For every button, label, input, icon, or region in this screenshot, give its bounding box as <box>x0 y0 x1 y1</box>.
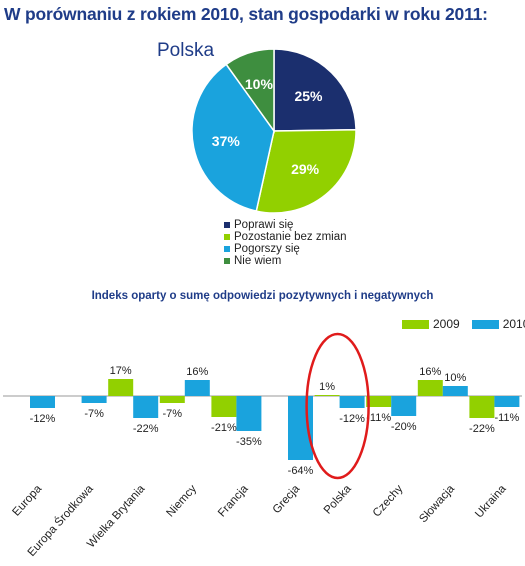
category-label: Słowacja <box>417 483 457 526</box>
bar-data-label: 17% <box>110 365 132 377</box>
legend-swatch <box>224 258 230 264</box>
bar-legend-label: 2009 <box>433 317 460 331</box>
bar-2009 <box>417 380 443 396</box>
pie-legend-item: Poprawi się <box>224 219 347 231</box>
highlight-ellipse <box>305 332 370 480</box>
category-label: Francja <box>216 483 251 520</box>
legend-swatch-2010 <box>471 319 499 329</box>
category-label: Grecja <box>271 483 303 517</box>
bar-data-label: 16% <box>419 366 441 378</box>
bar-data-label: -7% <box>84 408 104 420</box>
bar-2010 <box>184 380 210 396</box>
bar-chart-title: Indeks oparty o sumę odpowiedzi pozytywn… <box>91 290 434 302</box>
bar-data-label: -21% <box>211 422 237 434</box>
bar-legend: 2009 2010 <box>402 317 525 331</box>
bar-data-label: 10% <box>444 372 466 384</box>
pie-legend-label: Pozostanie bez zmian <box>234 231 347 243</box>
bar-data-label: 16% <box>186 366 208 378</box>
pie-slice <box>273 48 357 132</box>
bar-data-label: -11% <box>366 412 391 424</box>
pie-legend: Poprawi się Pozostanie bez zmian Pogorsz… <box>224 219 347 267</box>
bar-2010 <box>81 396 107 403</box>
bar-2010 <box>391 396 417 416</box>
bar-data-label: -11% <box>494 412 519 424</box>
bar-2009 <box>211 396 237 417</box>
bar-data-label: -7% <box>163 408 183 420</box>
pie-title: Polska <box>157 40 215 61</box>
pie-slice <box>255 128 357 214</box>
legend-swatch <box>224 222 230 228</box>
bar-data-label: -20% <box>391 421 417 433</box>
category-label: Czechy <box>371 483 406 520</box>
pie-legend-label: Poprawi się <box>234 219 294 231</box>
bar-2010 <box>133 396 159 418</box>
category-label: Polska <box>322 483 354 517</box>
bar-2010 <box>442 386 468 396</box>
pie-legend-label: Nie wiem <box>234 255 282 267</box>
bar-2010 <box>236 396 262 431</box>
pie-slice <box>191 63 275 212</box>
bar-data-label: -12% <box>30 413 56 425</box>
bar-2010 <box>339 396 365 408</box>
bar-2009 <box>314 395 340 396</box>
bar-data-label: 1% <box>319 381 335 393</box>
category-label: Ukraina <box>473 483 509 521</box>
category-label: Niemcy <box>164 483 199 520</box>
bar-2010 <box>30 396 55 408</box>
pie-legend-label: Pogorszy się <box>234 243 300 255</box>
legend-swatch <box>224 234 230 240</box>
bar-2009 <box>469 396 495 418</box>
bar-data-label: -22% <box>469 423 495 435</box>
bar-data-label: -64% <box>288 465 314 477</box>
category-label: Wielka Brytania <box>85 483 148 551</box>
bar-legend-item: 2009 <box>402 317 460 331</box>
pie-legend-item: Pogorszy się <box>224 243 347 255</box>
pie-slice-label: 25% <box>294 88 323 104</box>
bar-legend-item: 2010 <box>471 317 525 331</box>
bar-2009 <box>159 396 185 403</box>
bar-data-label: -22% <box>133 423 159 435</box>
pie-slice-label: 29% <box>291 161 320 177</box>
bar-legend-label: 2010 <box>502 317 525 331</box>
pie-chart: 25% 29% 37% 10% <box>191 48 357 214</box>
pie-legend-item: Pozostanie bez zmian <box>224 231 347 243</box>
pie-slice-label: 37% <box>212 133 241 149</box>
bar-2009 <box>108 379 134 396</box>
category-label: Europa <box>10 483 44 519</box>
bar-data-label: -35% <box>236 436 262 448</box>
bar-2009 <box>366 396 392 407</box>
legend-swatch-2009 <box>402 319 429 329</box>
pie-slice <box>225 48 275 134</box>
pie-legend-item: Nie wiem <box>224 255 347 267</box>
bar-data-label: -12% <box>339 413 365 425</box>
legend-swatch <box>224 246 230 252</box>
bar-2010 <box>494 396 520 407</box>
pie-slice-label: 10% <box>245 76 274 92</box>
page-title: W porównaniu z rokiem 2010, stan gospoda… <box>4 4 488 24</box>
